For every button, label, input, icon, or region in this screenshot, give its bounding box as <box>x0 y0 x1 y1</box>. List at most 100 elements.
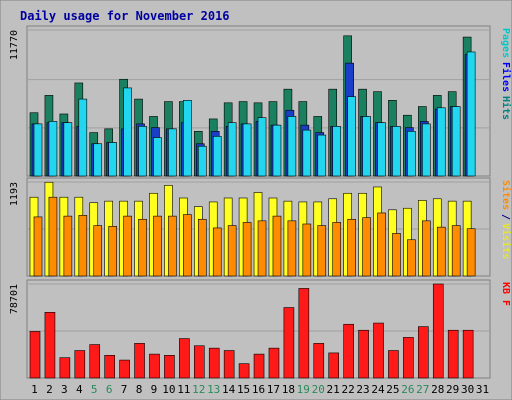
y-max-label: 11770 <box>9 30 20 60</box>
bar-kb-f <box>462 329 474 379</box>
bar-pages <box>287 116 297 177</box>
bar-pages <box>407 131 416 177</box>
bar-pages <box>272 124 282 177</box>
x-tick-label: 16 <box>252 383 265 396</box>
bar-sites <box>33 216 43 277</box>
legend-pages: Pages <box>500 28 511 58</box>
bar-kb-f <box>358 329 369 379</box>
bar-pages <box>332 126 342 177</box>
x-tick-label: 17 <box>267 383 280 396</box>
x-tick-label: 6 <box>106 383 113 396</box>
bar-pages <box>422 123 431 177</box>
bar-pages <box>377 122 386 177</box>
bar-kb-f <box>388 350 399 379</box>
bar-sites <box>392 233 401 277</box>
bar-sites <box>93 225 103 277</box>
x-tick-label: 13 <box>207 383 220 396</box>
panel-kbytes: 78701 KB F <box>9 279 511 379</box>
bar-sites <box>108 226 117 277</box>
x-tick-label: 15 <box>237 383 250 396</box>
bar-pages <box>242 123 252 177</box>
bar-kb-f <box>44 312 56 379</box>
chart-panels: 11770 Pages Files Hits 1193 Sites / Visits 78701… <box>9 25 512 379</box>
bar-sites <box>138 218 147 277</box>
x-tick-label: 21 <box>327 383 340 396</box>
bar-sites <box>317 225 327 277</box>
bar-sites <box>302 223 312 277</box>
bar-sites <box>451 225 461 277</box>
x-tick-label: 9 <box>151 383 158 396</box>
bar-pages <box>168 128 177 177</box>
bar-sites <box>466 228 476 277</box>
x-tick-label: 29 <box>446 383 459 396</box>
x-tick-label: 11 <box>177 383 190 396</box>
bar-kb-f <box>328 352 340 379</box>
bar-pages <box>466 51 476 177</box>
bar-kb-f <box>134 343 145 379</box>
panel-visits-sites: 1193 Sites / Visits <box>9 177 512 277</box>
bar-sites <box>272 215 282 277</box>
bar-kb-f <box>208 347 220 379</box>
bar-sites <box>197 218 207 277</box>
bar-pages <box>302 129 312 177</box>
bar-pages <box>33 123 43 177</box>
bar-sites <box>212 227 222 277</box>
bar-kb-f <box>343 323 354 379</box>
chart-title: Daily usage for November 2016 <box>20 9 230 23</box>
x-tick-label: 26 <box>401 383 414 396</box>
bar-kb-f <box>179 338 190 379</box>
x-tick-label: 4 <box>76 383 83 396</box>
bar-sites <box>377 212 386 277</box>
bar-kb-f <box>223 350 235 379</box>
x-tick-label: 27 <box>416 383 429 396</box>
bar-kb-f <box>403 337 414 379</box>
x-tick-label: 5 <box>91 383 98 396</box>
bar-pages <box>78 98 88 177</box>
bar-sites <box>347 218 356 277</box>
x-tick-label: 8 <box>136 383 143 396</box>
x-tick-label: 24 <box>371 383 385 396</box>
legend-hits: Hits <box>500 96 512 120</box>
x-tick-label: 30 <box>461 383 474 396</box>
bar-pages <box>347 96 356 177</box>
bar-pages <box>183 100 192 177</box>
bar-kb-f <box>313 343 325 379</box>
bar-kb-f <box>193 345 205 379</box>
bar-sites <box>436 226 446 277</box>
x-tick-label: 3 <box>61 383 68 396</box>
bar-sites <box>123 215 132 277</box>
bar-kb-f <box>373 322 384 379</box>
bar-kb-f <box>119 359 130 379</box>
bar-kb-f <box>59 357 71 379</box>
legend-visits: Visits <box>500 223 512 259</box>
bar-pages <box>153 137 162 177</box>
x-tick-label: 1 <box>31 383 38 396</box>
bar-kb-f <box>29 331 41 379</box>
bar-kb-f <box>298 288 310 379</box>
bar-pages <box>392 126 401 177</box>
bar-pages <box>451 106 461 177</box>
bar-pages <box>123 87 132 177</box>
bar-sites <box>332 222 342 277</box>
bar-sites <box>48 196 58 277</box>
x-tick-label: 20 <box>312 383 325 396</box>
bar-kb-f <box>432 283 444 379</box>
bar-kb-f <box>104 355 115 379</box>
bar-sites <box>227 225 237 277</box>
bar-sites <box>168 215 177 277</box>
bar-kb-f <box>418 326 429 379</box>
bar-pages <box>436 107 446 177</box>
bar-kb-f <box>74 350 86 379</box>
bar-sites <box>183 214 192 277</box>
legend-files: Files <box>500 62 512 92</box>
x-tick-label: 22 <box>341 383 354 396</box>
bar-pages <box>212 136 222 177</box>
x-tick-label: 23 <box>356 383 369 396</box>
bar-pages <box>48 121 58 177</box>
x-tick-label: 7 <box>121 383 128 396</box>
x-axis: 1 2 3 4 5 6 7 8 9 10 11 12 13 14 15 16 17 18 19 20 21 22 23 24 2… <box>31 383 489 396</box>
x-tick-label: 2 <box>46 383 53 396</box>
bar-sites <box>422 220 431 277</box>
x-tick-label: 14 <box>222 383 236 396</box>
